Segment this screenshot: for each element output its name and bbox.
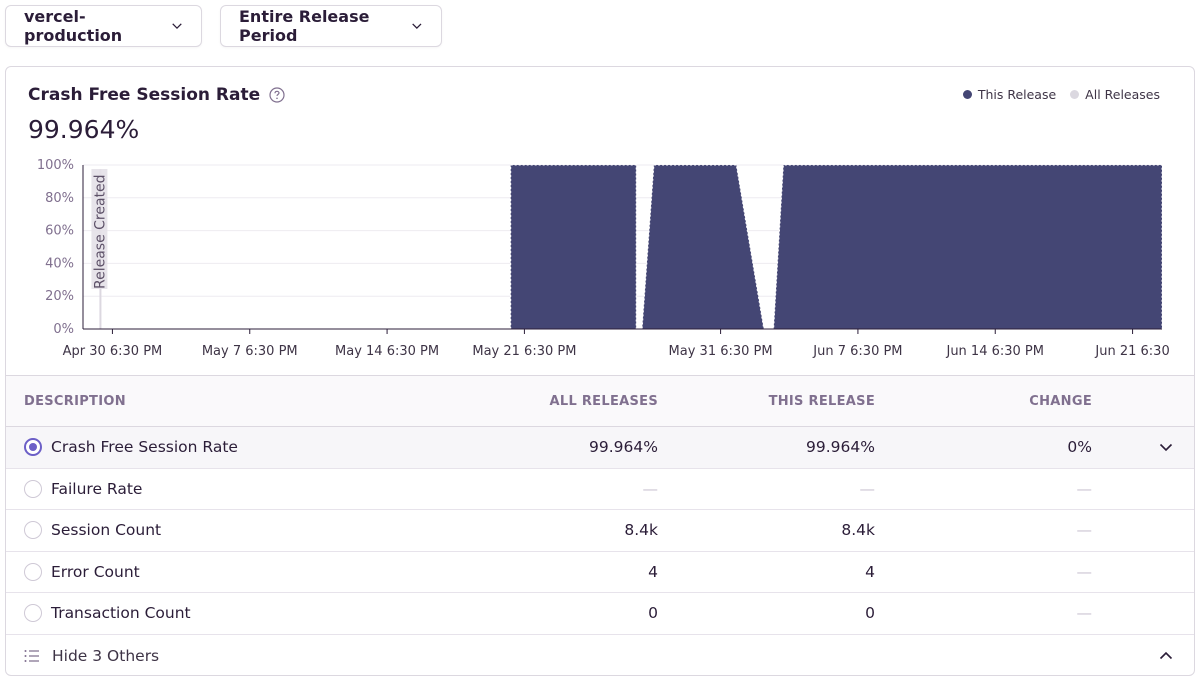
this-release-value: 8.4k — [841, 521, 875, 540]
x-tick-label: Jun 14 6:30 PM — [945, 344, 1044, 359]
row-desc: Failure Rate — [6, 479, 658, 498]
this-release-value: — — [859, 479, 876, 498]
table-row-session-count[interactable]: Session Count 8.4k 8.4k — — [6, 510, 1194, 552]
row-label: Failure Rate — [51, 479, 143, 498]
legend-this-release[interactable]: This Release — [962, 87, 1057, 102]
hide-others-label: Hide 3 Others — [52, 646, 160, 665]
chevron-down-icon — [172, 23, 182, 30]
row-label: Session Count — [51, 521, 162, 540]
change-value: — — [1076, 604, 1093, 623]
x-tick-label: May 14 6:30 PM — [335, 344, 439, 359]
x-tick-label: Jun 21 6:30 — [1094, 344, 1169, 359]
chevron-down-icon[interactable] — [1158, 439, 1174, 455]
radio-selected[interactable] — [24, 438, 42, 457]
radio-unselected[interactable] — [24, 562, 42, 581]
legend-all-releases-dot — [1070, 90, 1080, 99]
y-tick-label: 20% — [45, 289, 74, 304]
x-tick-label: May 7 6:30 PM — [202, 344, 298, 359]
environment-dropdown[interactable]: vercel-production — [5, 5, 202, 47]
release-chart-panel: Crash Free Session Rate 99.964% This Rel… — [5, 66, 1195, 676]
legend-this-release-label: This Release — [977, 87, 1057, 102]
chevron-up-icon[interactable] — [1158, 648, 1174, 664]
all-releases-value: — — [642, 479, 659, 498]
header-change: CHANGE — [1029, 393, 1092, 409]
table-row-failure-rate[interactable]: Failure Rate — — — — [6, 469, 1194, 510]
metrics-table: DESCRIPTION ALL RELEASES THIS RELEASE CH… — [6, 375, 1194, 676]
table-row-error-count[interactable]: Error Count 4 4 — — [6, 552, 1194, 593]
chart-big-value: 99.964% — [28, 115, 140, 144]
release-created-label: Release Created — [92, 174, 108, 289]
y-tick-label: 40% — [45, 256, 74, 271]
all-releases-value: 4 — [648, 562, 658, 581]
legend-this-release-dot — [962, 90, 972, 99]
change-value: — — [1076, 479, 1093, 498]
table-row-crash-free[interactable]: Crash Free Session Rate 99.964% 99.964% … — [6, 427, 1194, 469]
y-tick-label: 80% — [45, 191, 74, 206]
row-desc: Transaction Count — [6, 604, 658, 623]
this-release-value: 0 — [865, 604, 875, 623]
legend-all-releases[interactable]: All Releases — [1070, 87, 1160, 102]
change-value: 0% — [1067, 438, 1092, 457]
series-area-this-release — [510, 164, 1163, 330]
header-description: DESCRIPTION — [24, 393, 126, 409]
table-row-transaction-count[interactable]: Transaction Count 0 0 — — [6, 593, 1194, 635]
all-releases-value: 0 — [648, 604, 658, 623]
x-tick-label: May 31 6:30 PM — [669, 344, 773, 359]
release-marker-band — [91, 169, 108, 289]
row-label: Error Count — [51, 562, 140, 581]
all-releases-value: 8.4k — [624, 521, 658, 540]
row-label: Transaction Count — [51, 604, 191, 623]
radio-unselected[interactable] — [24, 479, 42, 498]
chart-title: Crash Free Session Rate — [28, 85, 285, 105]
x-tick-label: May 21 6:30 PM — [472, 344, 576, 359]
row-label: Crash Free Session Rate — [51, 438, 238, 457]
question-icon[interactable] — [269, 87, 285, 103]
this-release-value: 99.964% — [806, 438, 875, 457]
environment-label: vercel-production — [24, 7, 123, 45]
legend-all-releases-label: All Releases — [1085, 87, 1160, 102]
table-header: DESCRIPTION ALL RELEASES THIS RELEASE CH… — [6, 375, 1194, 427]
crash-free-chart[interactable]: 0% 20% 40% 60% 80% 100% Release Created Apr 30 … — [6, 147, 1195, 362]
hide-others-toggle[interactable]: Hide 3 Others — [6, 635, 1194, 676]
all-releases-value: 99.964% — [589, 438, 658, 457]
row-desc: Crash Free Session Rate — [6, 438, 658, 457]
chart-legend: This Release All Releases — [962, 87, 1160, 102]
y-tick-label: 60% — [45, 224, 74, 239]
x-tick-label: Jun 7 6:30 PM — [812, 344, 902, 359]
period-dropdown[interactable]: Entire Release Period — [220, 5, 442, 47]
change-value: — — [1076, 521, 1093, 540]
list-icon — [24, 649, 39, 662]
header-this-release: THIS RELEASE — [768, 393, 875, 409]
chart-title-text: Crash Free Session Rate — [28, 85, 261, 105]
radio-unselected[interactable] — [24, 604, 42, 623]
radio-unselected[interactable] — [24, 521, 42, 540]
this-release-value: 4 — [865, 562, 875, 581]
row-desc: Error Count — [6, 562, 658, 581]
header-all-releases: ALL RELEASES — [549, 393, 658, 409]
row-desc: Session Count — [6, 521, 658, 540]
y-tick-label: 0% — [53, 322, 74, 337]
y-tick-label: 100% — [37, 158, 74, 173]
change-value: — — [1076, 562, 1093, 581]
x-tick-label: Apr 30 6:30 PM — [63, 344, 163, 359]
period-label: Entire Release Period — [239, 7, 370, 45]
chevron-down-icon — [412, 23, 422, 29]
